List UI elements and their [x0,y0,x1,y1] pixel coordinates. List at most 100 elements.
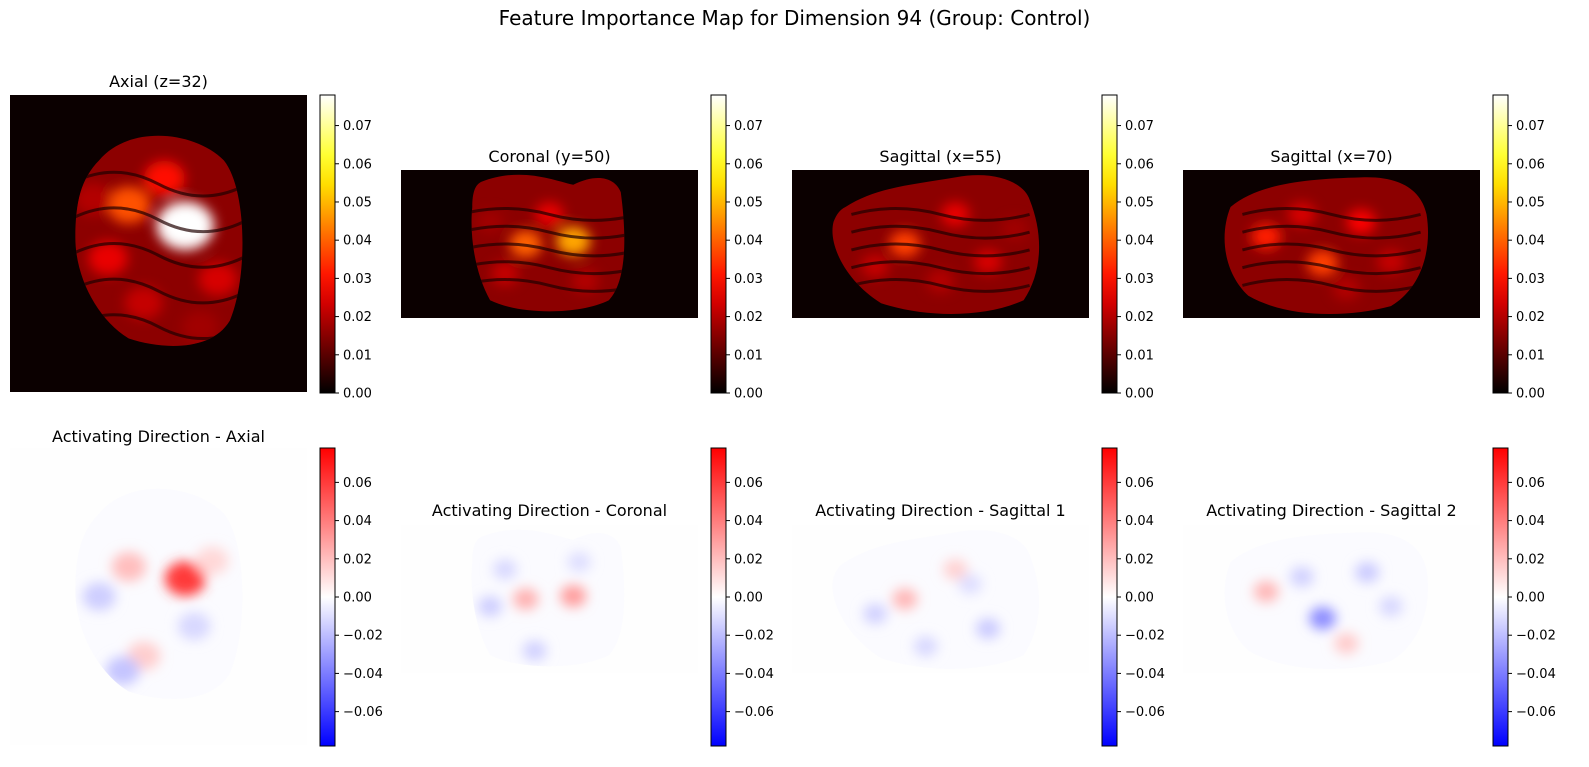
colorbar-tick-label: 0.02 [734,552,763,567]
heatmap-panel-6: Activating Direction - Coronal −0.06 −0.04… [401,447,774,747]
activation-peak [940,202,970,227]
colorbar [710,447,727,747]
colorbar-tick-label: 0.02 [343,552,372,567]
activation-peak [522,640,547,662]
activation-peak [124,286,163,320]
brain-region [471,529,625,667]
activation-peak [975,618,1001,639]
colorbar-tick-label: 0.00 [734,387,763,402]
activation-peak [195,546,229,575]
colorbar-tick-label: 0.02 [1516,310,1545,325]
colorbar-tick-label: 0.01 [734,348,763,363]
colorbar-tick-label: −0.04 [343,667,383,682]
heatmap-panel-5: Activating Direction - Axial −0.06 −0.04 −0… [10,427,383,747]
panel-title: Coronal (y=50) [488,147,610,166]
activation-peak [1306,249,1339,277]
activation-peak [1309,606,1336,630]
brain-region [832,175,1040,314]
heatmap-panel-7: Activating Direction - Sagittal 1 −0.06 −0… [792,447,1165,747]
activation-peak [513,588,539,610]
heatmap-panel-3: Sagittal (x=55) 0.00 0.01 0.02 0.03 0.04 0.05 0… [792,94,1154,402]
heatmap-panel-2: Coronal (y=50) 0.00 0.01 0.02 0.03 0.04 0.05 0.… [401,94,763,402]
activation-peak [1287,202,1316,227]
colorbar-tick-label: 0.07 [343,119,372,134]
activation-peak [958,574,983,595]
panel-title: Activating Direction - Axial [52,427,265,446]
activation-peak [198,262,238,296]
brain-region [75,488,243,699]
colorbar-tick-label: −0.04 [734,667,774,682]
colorbar-tick-label: 0.02 [1125,310,1154,325]
activation-peak [493,559,517,580]
colorbar-tick-label: 0.00 [734,591,763,606]
activation-peak [567,551,592,573]
activation-peak [1253,580,1279,603]
colorbar-tick-label: 0.04 [343,234,372,249]
colorbar-tick-label: 0.04 [734,234,763,249]
activation-peak [105,656,140,686]
colorbar-tick-label: 0.03 [734,272,763,287]
activation-peak [892,588,918,610]
colorbar-tick-label: −0.06 [1516,705,1556,720]
panel-title: Activating Direction - Coronal [432,501,667,520]
colorbar-tick-label: 0.04 [1125,234,1154,249]
colorbar-tick-label: 0.07 [734,119,763,134]
brain-region [471,174,625,312]
colorbar-tick-label: 0.05 [1125,195,1154,210]
activation-peak [111,552,146,582]
colorbar-tick-label: 0.06 [343,476,372,491]
colorbar-tick-label: 0.06 [1516,157,1545,172]
colorbar-tick-label: 0.04 [343,514,372,529]
activation-peak [143,160,185,196]
heatmap-panel-8: Activating Direction - Sagittal 2 −0.06 −0… [1183,447,1556,747]
activation-peak [1334,633,1359,654]
colorbar-tick-label: 0.07 [1125,119,1154,134]
activation-peak [571,269,599,293]
activation-peak [556,226,591,256]
colorbar-tick-label: −0.06 [343,705,383,720]
colorbar-tick-label: 0.00 [1516,591,1545,606]
panel-title: Sagittal (x=70) [1270,147,1392,166]
activation-peak [106,186,151,224]
heatmap-panel-4: Sagittal (x=70) 0.00 0.01 0.02 0.03 0.04 0.05 0… [1183,94,1545,402]
colorbar-tick-label: 0.07 [1516,119,1545,134]
colorbar-tick-label: 0.06 [343,157,372,172]
figure-title: Feature Importance Map for Dimension 94 … [498,6,1091,30]
colorbar-tick-label: 0.05 [343,195,372,210]
activation-peak [477,596,503,617]
activation-peak [476,210,504,234]
activation-peak [560,584,587,608]
activation-peak [181,310,219,343]
brain-region [1224,177,1429,315]
brain-region [75,135,243,346]
colorbar-tick-label: −0.02 [1516,629,1556,644]
brain-region [832,530,1040,669]
colorbar [710,94,727,394]
colorbar-tick-label: −0.06 [1125,705,1165,720]
colorbar-tick-label: 0.05 [734,195,763,210]
panel-title: Activating Direction - Sagittal 1 [815,501,1065,520]
colorbar-tick-label: 0.02 [1125,552,1154,567]
colorbar [1101,94,1118,394]
activation-peak [973,249,1003,274]
colorbar-tick-label: 0.04 [1516,234,1545,249]
colorbar-tick-label: 0.03 [1516,272,1545,287]
panel-title: Sagittal (x=55) [879,147,1001,166]
activation-peak [1354,562,1380,583]
panel-title: Activating Direction - Sagittal 2 [1206,501,1456,520]
colorbar [1101,447,1118,747]
colorbar-tick-label: 0.00 [343,591,372,606]
colorbar-tick-label: 0.02 [734,310,763,325]
colorbar-tick-label: 0.00 [343,387,372,402]
colorbar-tick-label: −0.02 [734,629,774,644]
colorbar-tick-label: 0.06 [734,157,763,172]
colorbar-tick-label: −0.04 [1125,667,1165,682]
colorbar-tick-label: 0.06 [1125,157,1154,172]
colorbar-tick-label: 0.01 [1125,348,1154,363]
activation-peak [861,254,890,279]
activation-peak [491,261,519,286]
colorbar [319,94,336,394]
activation-peak [863,603,888,625]
colorbar-tick-label: −0.04 [1516,667,1556,682]
colorbar-tick-label: 0.00 [1516,387,1545,402]
